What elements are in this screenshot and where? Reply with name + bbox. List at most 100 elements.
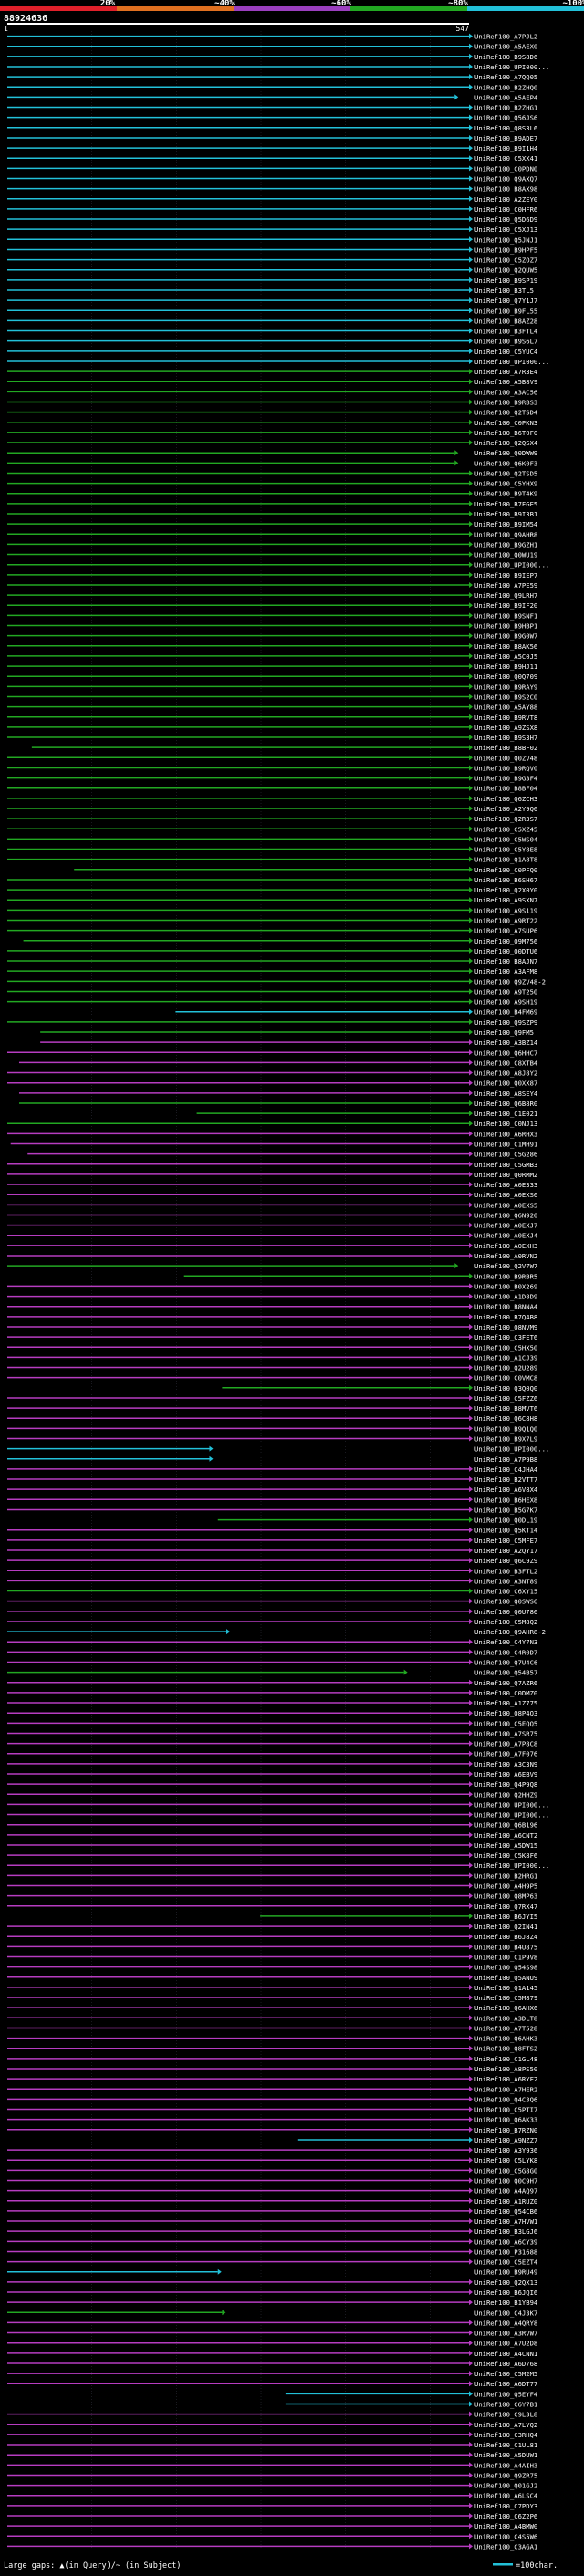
hit-end-marker	[469, 2005, 473, 2011]
hit-label: UniRef100_B8AJN7	[474, 957, 537, 965]
hit-label: UniRef100_A8SEY4	[474, 1090, 537, 1098]
hit-end-marker	[469, 2055, 473, 2061]
hit-end-marker	[469, 1984, 473, 1990]
hit-end-marker	[469, 1750, 473, 1757]
hit-end-marker	[469, 1527, 473, 1533]
hit-end-marker	[469, 1425, 473, 1432]
hit-label: UniRef100_Q01GJ2	[474, 2482, 537, 2490]
hit-end-marker	[454, 450, 459, 456]
hit-end-marker	[469, 185, 473, 192]
hit-label: UniRef100_C1E021	[474, 1110, 537, 1118]
hit-label: UniRef100_Q54CB6	[474, 2207, 537, 2216]
hit-label: UniRef100_A7HVW1	[474, 2217, 537, 2226]
hit-end-marker	[469, 1415, 473, 1422]
hit-label: UniRef100_C5YUC4	[474, 348, 537, 356]
hit-end-marker	[469, 1323, 473, 1330]
hit-end-marker	[469, 1720, 473, 1726]
hit-label: UniRef100_B8BF04	[474, 785, 537, 793]
hit-end-marker	[469, 561, 473, 568]
hit-label: UniRef100_B9GZH1	[474, 540, 537, 548]
hit-end-marker	[469, 1313, 473, 1319]
hit-end-marker	[469, 602, 473, 609]
hit-label: UniRef100_C1GL48	[474, 2055, 537, 2063]
hit-end-marker	[469, 1465, 473, 1472]
hit-label: UniRef100_C0PKN3	[474, 419, 537, 427]
hit-label: UniRef100_B6HEX8	[474, 1496, 537, 1504]
hit-end-marker	[469, 2228, 473, 2235]
hit-label: UniRef100_C5Y8E8	[474, 846, 537, 854]
hit-end-marker	[469, 1100, 473, 1106]
hit-label: UniRef100_Q2U289	[474, 1364, 537, 1372]
hit-label: UniRef100_C5ZOZ7	[474, 256, 537, 265]
hit-end-marker	[469, 114, 473, 120]
hit-label: UniRef100_Q6C8H8	[474, 1414, 537, 1423]
hit-end-marker	[469, 287, 473, 293]
hit-label: UniRef100_Q8NVM9	[474, 1323, 537, 1331]
hit-label: UniRef100_Q2TSD4	[474, 409, 537, 417]
hit-label: UniRef100_B4U875	[474, 1943, 537, 1951]
hit-label: UniRef100_C0PDN0	[474, 164, 537, 172]
hit-end-marker	[469, 1253, 473, 1259]
hit-label: UniRef100_A2Y9Q0	[474, 805, 537, 813]
identity-scale-segment	[234, 6, 350, 11]
hit-label: UniRef100_C1P9V8	[474, 1953, 537, 1961]
identity-scale-segment	[117, 6, 234, 11]
hit-end-marker	[469, 642, 473, 649]
hit-label: UniRef100_C6Y7B1	[474, 2401, 537, 2409]
hit-label: UniRef100_Q3Q0Q0	[474, 1384, 537, 1392]
hit-label: UniRef100_C0PFQ0	[474, 866, 537, 874]
hit-end-marker	[469, 968, 473, 975]
hit-end-marker	[469, 775, 473, 781]
hit-end-marker	[469, 216, 473, 223]
hit-label: UniRef100_A7R3E4	[474, 368, 537, 376]
hit-label: UniRef100_UPI000...	[474, 1862, 549, 1870]
hit-end-marker	[469, 1558, 473, 1564]
hit-end-marker	[469, 63, 473, 69]
hit-end-marker	[469, 2126, 473, 2133]
hit-end-marker	[469, 2533, 473, 2539]
hit-end-marker	[469, 816, 473, 822]
hit-label: UniRef100_A9SH19	[474, 998, 537, 1006]
hit-label: UniRef100_A0EXJ7	[474, 1222, 537, 1230]
hit-label: UniRef100_B9RBS3	[474, 399, 537, 407]
hit-end-marker	[469, 1689, 473, 1695]
hit-label: UniRef100_A4AQ97	[474, 2187, 537, 2195]
hit-end-marker	[469, 1974, 473, 1980]
hit-end-marker	[469, 2462, 473, 2468]
hit-end-marker	[469, 1598, 473, 1604]
hit-label: UniRef100_C0DMZ0	[474, 1689, 537, 1697]
hit-end-marker	[469, 409, 473, 415]
hit-end-marker	[469, 1293, 473, 1299]
hit-label: UniRef100_B9IM54	[474, 520, 537, 528]
hit-end-marker	[469, 2248, 473, 2255]
hit-label: UniRef100_A0E333	[474, 1181, 537, 1189]
hit-label: UniRef100_Q0XX87	[474, 1079, 537, 1088]
hit-end-marker	[469, 1710, 473, 1716]
query-bar	[7, 23, 469, 25]
hit-label: UniRef100_A6DT77	[474, 2380, 537, 2388]
hit-end-marker	[469, 2523, 473, 2529]
hit-end-marker	[469, 1242, 473, 1248]
hit-end-marker	[469, 622, 473, 629]
hit-label: UniRef100_C5K8F6	[474, 1851, 537, 1860]
hit-label: UniRef100_Q7AZR6	[474, 1679, 537, 1687]
hit-end-marker	[469, 490, 473, 496]
hit-label: UniRef100_B4FM69	[474, 1008, 537, 1017]
hit-end-marker	[469, 511, 473, 517]
hit-label: UniRef100_B1YB94	[474, 2299, 537, 2307]
hit-end-marker	[469, 328, 473, 334]
hit-end-marker	[469, 1781, 473, 1788]
hit-label: UniRef100_A0EXJ4	[474, 1232, 537, 1240]
hit-end-marker	[469, 551, 473, 558]
hit-label: UniRef100_A7F076	[474, 1750, 537, 1758]
hit-end-marker	[469, 1841, 473, 1848]
hit-end-marker	[226, 1629, 231, 1635]
hit-label: UniRef100_B6JYI5	[474, 1913, 537, 1921]
hit-end-marker	[469, 1131, 473, 1137]
hit-label: UniRef100_B9RAY9	[474, 683, 537, 691]
hit-label: UniRef100_B9FL55	[474, 307, 537, 315]
hit-label: UniRef100_C1MH91	[474, 1141, 537, 1149]
hit-label: UniRef100_C6Z2P6	[474, 2512, 537, 2520]
hit-label: UniRef100_B9IF20	[474, 601, 537, 610]
